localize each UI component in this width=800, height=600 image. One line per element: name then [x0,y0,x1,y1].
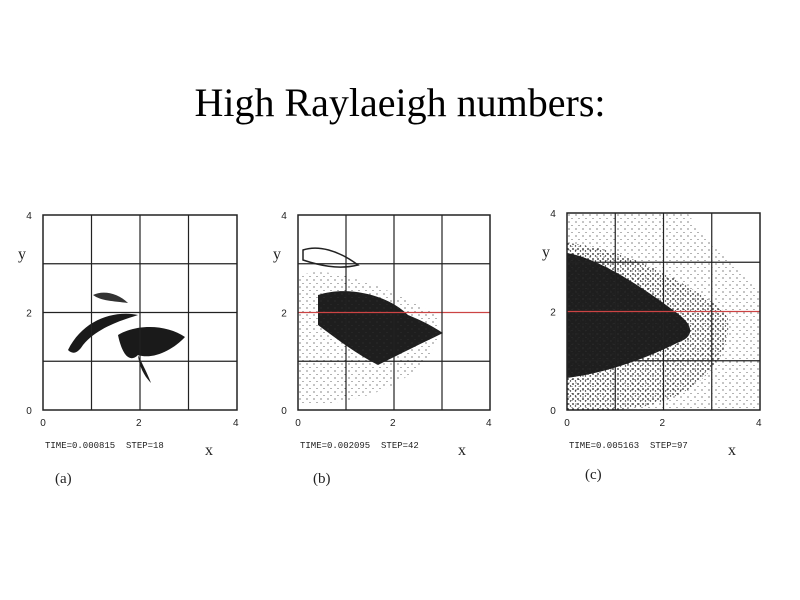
x-axis-label: x [205,442,213,459]
y-tick-label: 2 [281,309,287,320]
x-tick-label: 0 [40,418,46,429]
x-tick-label: 2 [660,418,666,429]
particle-cloud [68,313,138,353]
x-axis-label: x [728,442,736,459]
x-tick-label: 0 [295,418,301,429]
y-axis-label: y [542,244,550,261]
y-axis-label: y [273,246,281,263]
slide-title: High Raylaeigh numbers: [194,80,605,125]
particle-cloud [298,272,440,405]
panel-label: (a) [55,471,72,487]
plot-panel [297,214,491,411]
panel-caption: TIME=0.000815 STEP=18 [45,441,164,451]
y-axis-label: y [18,246,26,263]
x-tick-label: 4 [233,418,239,429]
plot-frame [566,212,761,411]
y-tick-label: 2 [550,308,556,319]
y-tick-label: 0 [26,406,32,417]
y-tick-label: 0 [281,406,287,417]
y-tick-label: 4 [26,211,32,222]
x-tick-label: 0 [564,418,570,429]
plot-frame [42,214,238,411]
particle-cloud [302,247,360,268]
plot-panel [42,214,238,411]
x-tick-label: 4 [486,418,492,429]
x-tick-label: 4 [756,418,762,429]
panel-caption: TIME=0.005163 STEP=97 [569,441,688,451]
particle-cloud [93,292,128,303]
y-tick-label: 0 [550,406,556,417]
x-axis-label: x [458,442,466,459]
plot-panel [566,212,761,411]
plot-frame [297,214,491,411]
panel-label: (b) [313,471,331,487]
panel-caption: TIME=0.002095 STEP=42 [300,441,419,451]
x-tick-label: 2 [136,418,142,429]
y-tick-label: 4 [281,211,287,222]
panel-label: (c) [585,467,602,483]
x-tick-label: 2 [390,418,396,429]
particle-cloud [138,355,151,383]
y-tick-label: 2 [26,309,32,320]
y-tick-label: 4 [550,209,556,220]
particle-cloud [118,326,185,359]
